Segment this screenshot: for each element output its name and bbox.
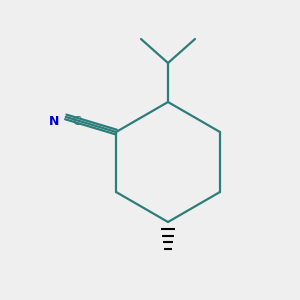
Text: C: C: [72, 115, 81, 128]
Text: N: N: [49, 115, 59, 128]
